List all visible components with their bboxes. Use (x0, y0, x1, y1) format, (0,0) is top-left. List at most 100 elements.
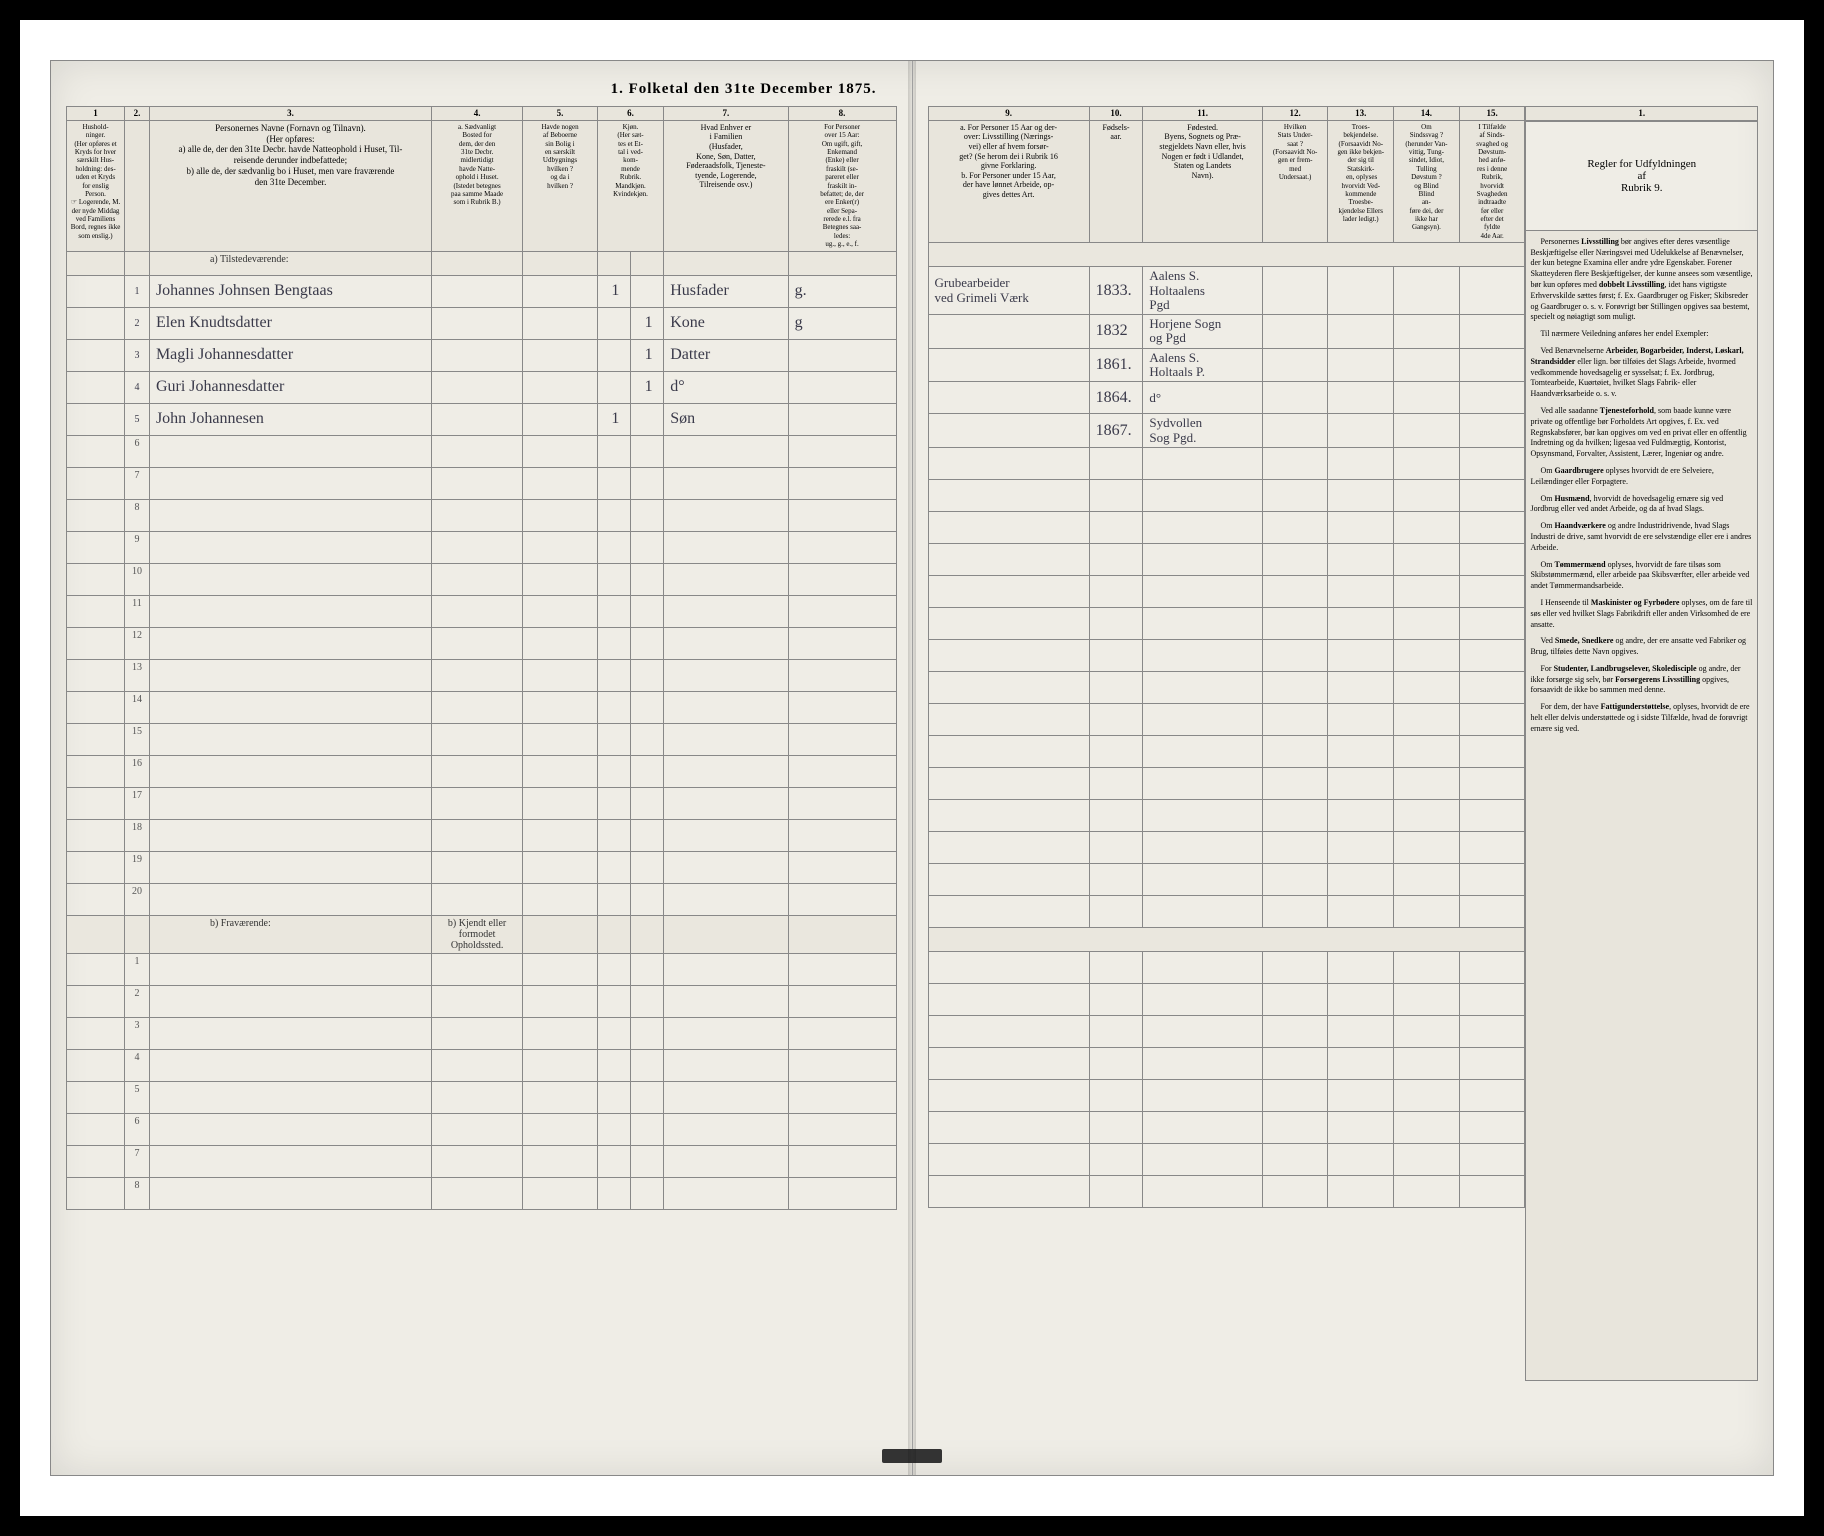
instruction-paragraph: Om Tømmermænd oplyses, hvorvidt de fare … (1530, 560, 1753, 592)
instruction-paragraph: Om Husmænd, hvorvidt de hovedsagelig ern… (1530, 494, 1753, 516)
colnum-4: 4. (431, 107, 522, 121)
instruction-paragraph: Om Gaardbrugere oplyses hvorvidt de ere … (1530, 466, 1753, 488)
table-row: 5 (67, 1081, 897, 1113)
table-row: 13 (67, 659, 897, 691)
left-data-body: 1Johannes Johnsen Bengtaas1Husfaderg.2El… (67, 275, 897, 915)
instruction-paragraph: Personernes Livsstilling bør angives eft… (1530, 237, 1753, 323)
table-row (928, 607, 1525, 639)
table-row (928, 1111, 1525, 1143)
hdr-14: Om Sindssvag ? (herunder Van- vittig, Tu… (1394, 120, 1460, 242)
table-row (928, 543, 1525, 575)
colnum-8: 8. (788, 107, 896, 121)
colnum-12: 12. (1262, 107, 1328, 121)
colnum-1: 1 (67, 107, 125, 121)
colnum-10: 10. (1089, 107, 1143, 121)
hdr-4: a. Sædvanligt Bosted for dem, der den 31… (431, 120, 522, 251)
table-row: 2Elen Knudtsdatter1Koneg (67, 307, 897, 339)
table-row: 15 (67, 723, 897, 755)
table-row (928, 735, 1525, 767)
hdr-10: Fødsels- aar. (1089, 120, 1143, 242)
hdr-15: I Tilfælde af Sinds- svaghed og Døvstum-… (1459, 120, 1525, 242)
table-row: 9 (67, 531, 897, 563)
section-b-label: b) Fraværende: (149, 915, 431, 953)
hdr-3: Personernes Navne (Fornavn og Tilnavn). … (149, 120, 431, 251)
table-row: 20 (67, 883, 897, 915)
instruction-paragraph: Ved Benævnelserne Arbeider, Bogarbeider,… (1530, 346, 1753, 400)
table-row: 18 (67, 819, 897, 851)
table-row: 6 (67, 435, 897, 467)
table-row (928, 983, 1525, 1015)
colnum-13: 13. (1328, 107, 1394, 121)
table-row: 1 (67, 953, 897, 985)
table-row: 10 (67, 563, 897, 595)
table-row (928, 479, 1525, 511)
table-row: Grubearbeider ved Grimeli Værk1833.Aalen… (928, 267, 1525, 315)
instruction-paragraph: Til nærmere Veiledning anføres her endel… (1530, 329, 1753, 340)
page-title-left: 1. Folketal den 31te December 1875. (66, 81, 897, 98)
table-row (928, 863, 1525, 895)
table-row: 16 (67, 755, 897, 787)
table-row: 4Guri Johannesdatter1d° (67, 371, 897, 403)
table-row: 5John Johannesen1Søn (67, 403, 897, 435)
table-row (928, 671, 1525, 703)
table-row (928, 1047, 1525, 1079)
right-page: 9. 10. 11. 12. 13. 14. 15. a. For Person… (913, 61, 1774, 1475)
section-a-label: a) Tilstedeværende: (149, 251, 431, 275)
table-row: 4 (67, 1049, 897, 1081)
instruction-paragraph: Om Haandværkere og andre Industridrivend… (1530, 521, 1753, 553)
table-row (928, 639, 1525, 671)
table-row: 1832Horjene Sogn og Pgd (928, 315, 1525, 349)
instructions-column: 1. Regler for Udfyldningen af Rubrik 9. … (1525, 106, 1758, 1381)
table-row (928, 767, 1525, 799)
table-row: 8 (67, 1177, 897, 1209)
colnum-14: 14. (1394, 107, 1460, 121)
table-row: 3 (67, 1017, 897, 1049)
book-spine (908, 61, 916, 1475)
table-row: 8 (67, 499, 897, 531)
left-page: 1. Folketal den 31te December 1875. 1 2.… (51, 61, 913, 1475)
colnum-9: 9. (928, 107, 1089, 121)
table-row (928, 511, 1525, 543)
right-data-body: Grubearbeider ved Grimeli Værk1833.Aalen… (928, 267, 1525, 928)
hdr-7: Hvad Enhver er i Familien (Husfader, Kon… (664, 120, 788, 251)
scan-frame: 1. Folketal den 31te December 1875. 1 2.… (20, 20, 1804, 1516)
hdr-1: Hushold- ninger. (Her opføres et Kryds f… (67, 120, 125, 251)
instruction-paragraph: Ved alle saadanne Tjenesteforhold, som b… (1530, 406, 1753, 460)
left-ledger-table: 1 2. 3. 4. 5. 6. 7. 8. Hushold- ninger. … (66, 106, 897, 1210)
table-row (928, 895, 1525, 927)
table-row: 2 (67, 985, 897, 1017)
hdr-12: Hvilken Stats Under- saat ? (Forsaavidt … (1262, 120, 1328, 242)
table-row: 1861.Aalens S. Holtaals P. (928, 348, 1525, 382)
instructions-title: Regler for Udfyldningen af Rubrik 9. (1525, 121, 1758, 231)
colnum-6: 6. (597, 107, 663, 121)
table-row: 1867.Sydvollen Sog Pgd. (928, 414, 1525, 448)
section-a-row: a) Tilstedeværende: (67, 251, 897, 275)
instruction-paragraph: Ved Smede, Snedkere og andre, der ere an… (1530, 636, 1753, 658)
hdr-11: Fødested. Byens, Sognets og Præ- stegjel… (1143, 120, 1262, 242)
hdr-5: Havde nogen af Beboerne sin Bolig i en s… (523, 120, 598, 251)
hdr-8: For Personer over 15 Aar: Om ugift, gift… (788, 120, 896, 251)
colnum-11: 11. (1143, 107, 1262, 121)
section-b-col4: b) Kjendt eller formodet Opholdssted. (431, 915, 522, 953)
table-row: 6 (67, 1113, 897, 1145)
left-b-body: 12345678 (67, 953, 897, 1209)
hdr-6: Kjøn. (Her sæt- tes et Et- tal i ved- ko… (597, 120, 663, 251)
table-row (928, 1015, 1525, 1047)
hdr-9: a. For Personer 15 Aar og der- over: Liv… (928, 120, 1089, 242)
instruction-paragraph: For dem, der have Fattigunderstøttelse, … (1530, 702, 1753, 734)
colnum-5: 5. (523, 107, 598, 121)
colnum-3: 3. (149, 107, 431, 121)
table-row (928, 575, 1525, 607)
instructions-body: Personernes Livsstilling bør angives eft… (1525, 231, 1758, 1381)
instruction-paragraph: I Henseende til Maskinister og Fyrbødere… (1530, 598, 1753, 630)
table-row (928, 1175, 1525, 1207)
table-row: 11 (67, 595, 897, 627)
right-b-body (928, 951, 1525, 1207)
table-row: 1864.d° (928, 382, 1525, 414)
header-row-right: a. For Personer 15 Aar og der- over: Liv… (928, 120, 1525, 242)
page-title-right (928, 81, 1759, 98)
table-row (928, 1143, 1525, 1175)
table-row: 19 (67, 851, 897, 883)
table-row (928, 703, 1525, 735)
table-row: 7 (67, 467, 897, 499)
